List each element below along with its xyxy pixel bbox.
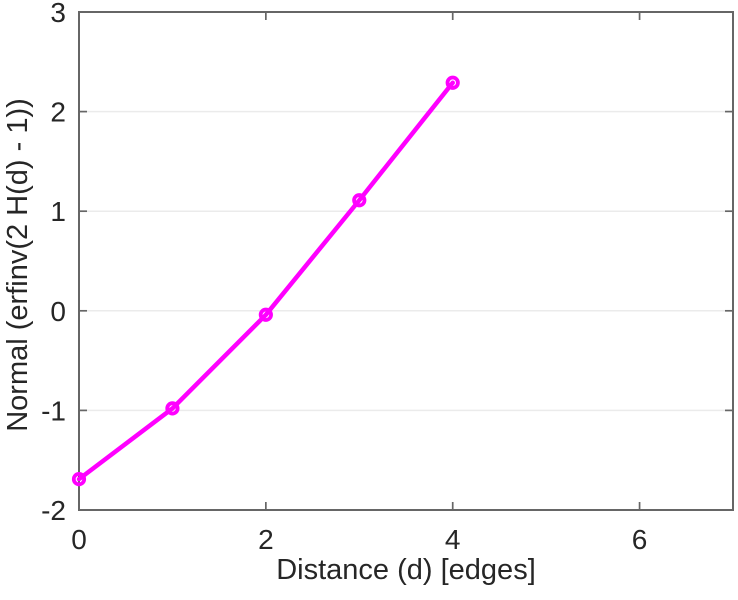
x-axis-label: Distance (d) [edges]: [276, 554, 536, 586]
data-point-marker: [165, 401, 180, 416]
plot-box: [78, 11, 734, 511]
data-point-marker: [445, 75, 460, 90]
y-tick-label: -1: [41, 395, 66, 426]
y-axis-label: Normal (erfinv(2 H(d) - 1)): [2, 98, 34, 432]
x-tick-label: 4: [445, 524, 461, 555]
data-point-marker: [258, 307, 273, 322]
x-tick-label: 0: [71, 524, 87, 555]
data-point-marker: [71, 472, 87, 487]
data-line: [76, 80, 455, 482]
y-tick-label: 2: [50, 97, 66, 128]
y-tick-label: 0: [50, 296, 66, 327]
y-tick-label: 3: [50, 0, 66, 28]
x-tick-label: 2: [258, 524, 274, 555]
data-point-marker: [352, 193, 367, 208]
y-tick-label: -2: [41, 495, 66, 526]
y-tick-label: 1: [50, 196, 66, 227]
x-tick-label: 6: [632, 524, 648, 555]
